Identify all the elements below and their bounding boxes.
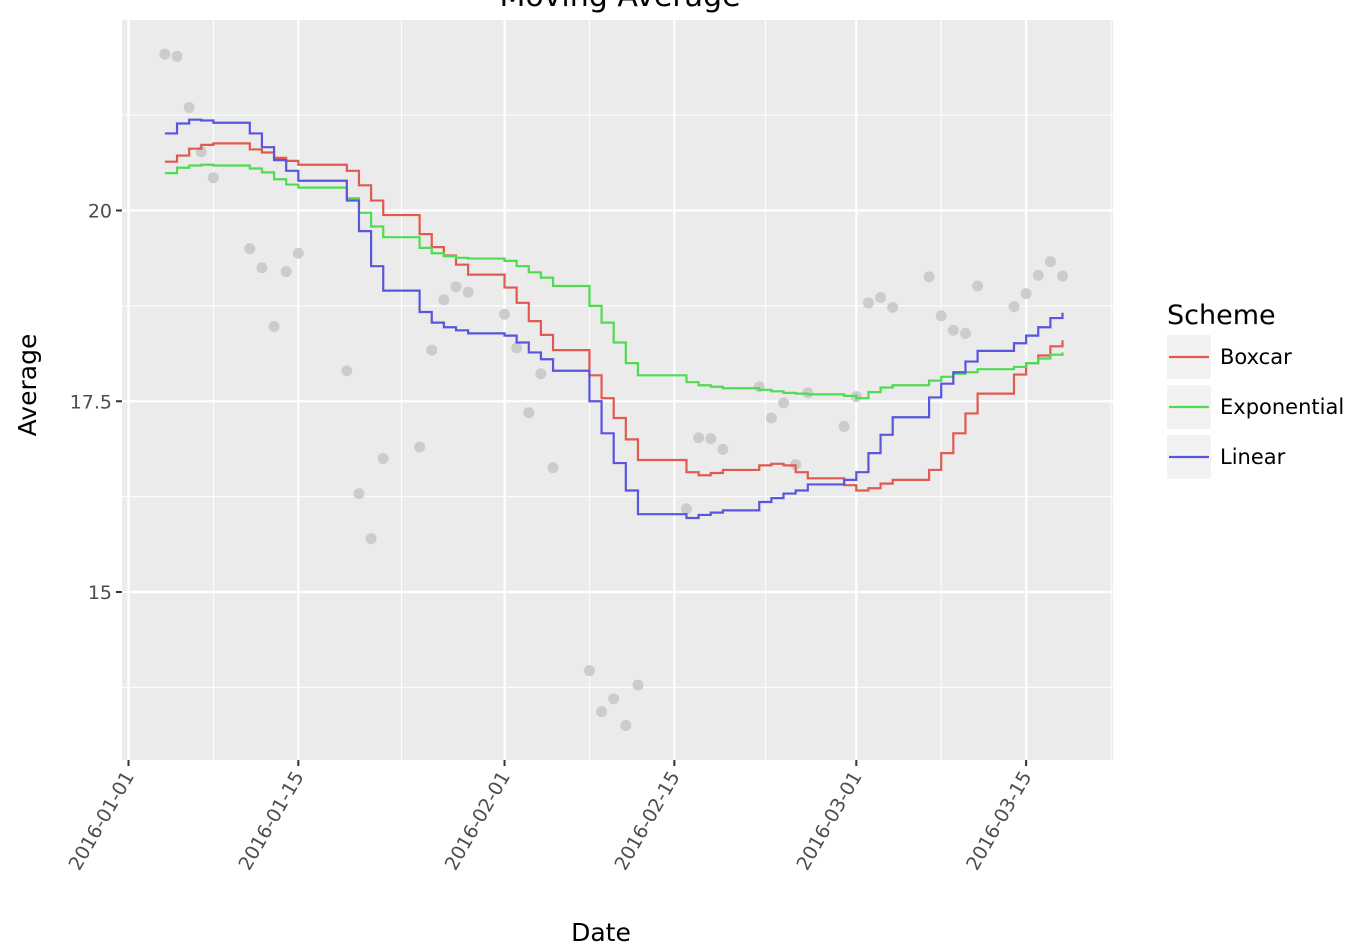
data-point: [462, 286, 474, 298]
data-point: [693, 432, 705, 444]
data-point: [377, 452, 389, 464]
data-point: [1020, 288, 1032, 300]
legend-label-linear: Linear: [1220, 445, 1286, 469]
data-points: [159, 48, 1069, 732]
x-tick-label: 2016-02-01: [441, 768, 515, 875]
data-point: [256, 262, 268, 274]
data-point: [1044, 256, 1056, 268]
x-tick-label: 2016-03-01: [792, 768, 866, 875]
data-point: [268, 320, 280, 332]
data-point: [414, 441, 426, 453]
grid-major: [122, 20, 1113, 760]
x-tick-label: 2016-01-01: [65, 768, 139, 875]
series-line-boxcar: [164, 142, 1064, 492]
data-point: [875, 291, 887, 303]
x-tick-label: 2016-03-15: [962, 768, 1036, 875]
chart-title: Moving Average: [499, 0, 740, 14]
data-point: [171, 50, 183, 62]
data-point: [705, 433, 717, 445]
y-tick-label: 15: [88, 582, 112, 604]
y-axis: 15 17.5 20: [70, 201, 122, 604]
x-axis: 2016-01-01 2016-01-15 2016-02-01 2016-02-15…: [65, 760, 1036, 875]
legend-label-exponential: Exponential: [1220, 395, 1344, 419]
data-point: [341, 365, 353, 377]
data-point: [535, 368, 547, 380]
plot-panel: [122, 20, 1113, 760]
data-point: [947, 324, 959, 336]
data-point: [426, 344, 438, 356]
data-point: [972, 280, 984, 292]
data-point: [596, 706, 608, 718]
y-tick-label: 17.5: [70, 391, 112, 413]
series-line-linear: [164, 118, 1064, 520]
series-line-exponential: [164, 163, 1064, 400]
data-point: [608, 693, 620, 705]
data-point: [620, 720, 632, 732]
legend-title: Scheme: [1167, 300, 1276, 331]
data-point: [583, 665, 595, 677]
data-point: [292, 247, 304, 259]
data-point: [450, 281, 462, 293]
data-point: [765, 412, 777, 424]
x-axis-title: Date: [571, 918, 631, 947]
data-point: [280, 266, 292, 278]
data-point: [365, 533, 377, 545]
data-point: [511, 342, 523, 354]
data-point: [499, 308, 511, 320]
data-point: [1008, 301, 1020, 313]
data-point: [923, 271, 935, 283]
data-point: [887, 301, 899, 313]
data-point: [438, 294, 450, 306]
data-point: [959, 327, 971, 339]
data-point: [244, 243, 256, 255]
data-point: [353, 488, 365, 500]
data-point: [935, 310, 947, 322]
data-point: [632, 679, 644, 691]
x-tick-label: 2016-02-15: [610, 768, 684, 875]
data-point: [207, 172, 219, 184]
legend-label-boxcar: Boxcar: [1220, 345, 1292, 369]
data-point: [547, 462, 559, 474]
data-point: [838, 420, 850, 432]
series-lines: [164, 118, 1064, 520]
y-axis-title: Average: [13, 334, 42, 437]
legend: Scheme Boxcar Exponential Linear: [1167, 300, 1344, 479]
data-point: [778, 397, 790, 409]
data-point: [159, 48, 171, 60]
data-point: [183, 101, 195, 113]
data-point: [523, 407, 535, 419]
data-point: [680, 503, 692, 515]
x-tick-label: 2016-01-15: [234, 768, 308, 875]
data-point: [862, 297, 874, 309]
data-point: [717, 443, 729, 455]
data-point: [1057, 270, 1069, 282]
data-point: [1032, 269, 1044, 281]
y-tick-label: 20: [88, 201, 112, 223]
